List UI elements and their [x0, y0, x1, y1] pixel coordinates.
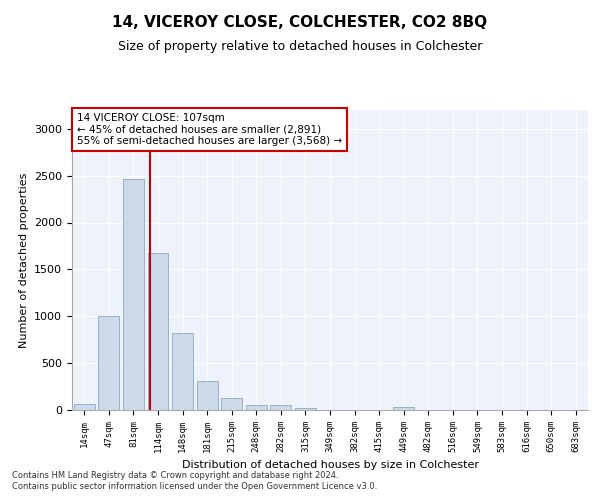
Text: 14 VICEROY CLOSE: 107sqm
← 45% of detached houses are smaller (2,891)
55% of sem: 14 VICEROY CLOSE: 107sqm ← 45% of detach… [77, 113, 342, 146]
X-axis label: Distribution of detached houses by size in Colchester: Distribution of detached houses by size … [182, 460, 479, 470]
Bar [295, 408, 316, 410]
Text: Size of property relative to detached houses in Colchester: Size of property relative to detached ho… [118, 40, 482, 53]
Text: Contains public sector information licensed under the Open Government Licence v3: Contains public sector information licen… [12, 482, 377, 491]
Bar [148, 254, 169, 410]
Text: Contains HM Land Registry data © Crown copyright and database right 2024.: Contains HM Land Registry data © Crown c… [12, 470, 338, 480]
Bar [271, 406, 292, 410]
Text: 14, VICEROY CLOSE, COLCHESTER, CO2 8BQ: 14, VICEROY CLOSE, COLCHESTER, CO2 8BQ [112, 15, 488, 30]
Bar [123, 180, 144, 410]
Bar [98, 316, 119, 410]
Y-axis label: Number of detached properties: Number of detached properties [19, 172, 29, 348]
Bar [172, 333, 193, 410]
Bar [246, 405, 267, 410]
Bar [221, 398, 242, 410]
Bar [197, 381, 218, 410]
Bar [74, 404, 95, 410]
Bar [393, 407, 414, 410]
